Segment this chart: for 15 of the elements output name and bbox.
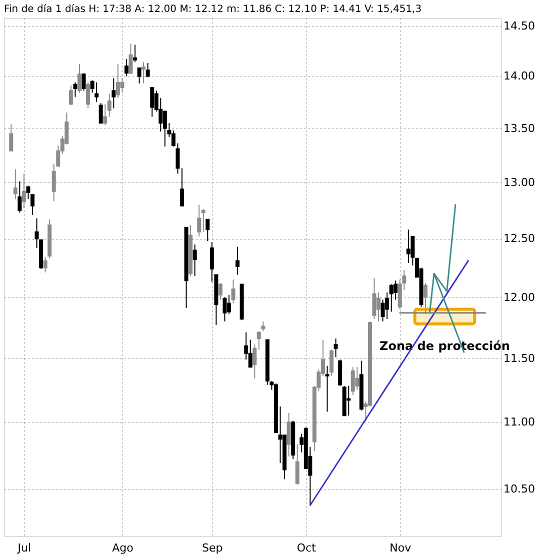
x-tick-label: Jul <box>16 542 32 554</box>
y-tick-label: 10.50 <box>504 482 535 496</box>
x-tick-label: Ago <box>112 542 134 554</box>
x-tick-label: Oct <box>296 542 317 554</box>
y-tick-label: 13.50 <box>504 122 535 135</box>
y-tick-label: 13.00 <box>504 176 535 189</box>
y-tick-label: 12.00 <box>504 290 535 304</box>
chart-title: Fin de día 1 días H: 17:38 A: 12.00 M: 12.12 m: 11.86 C: 12.10 P: 14.41 V: 15,451,3 <box>4 4 422 15</box>
y-tick-label: 14.50 <box>504 19 535 32</box>
y-tick-label: 14.00 <box>504 70 535 83</box>
x-tick-label: Sep <box>202 542 223 554</box>
x-tick-label: Nov <box>390 542 412 554</box>
y-tick-label: 12.50 <box>504 232 535 246</box>
y-tick-label: 11.50 <box>504 352 535 365</box>
y-tick-label: 11.00 <box>504 416 535 429</box>
